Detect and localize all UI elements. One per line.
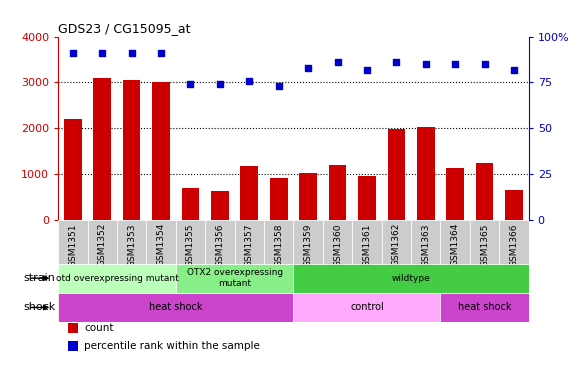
Bar — [446, 168, 464, 220]
Bar — [417, 127, 435, 220]
Text: GSM1364: GSM1364 — [451, 223, 460, 266]
Point — [274, 83, 284, 89]
Point — [156, 50, 166, 56]
Point — [421, 61, 431, 67]
Text: GSM1353: GSM1353 — [127, 223, 136, 266]
Text: GSM1359: GSM1359 — [304, 223, 313, 266]
Bar — [146, 220, 176, 264]
Bar — [152, 82, 170, 220]
Point — [450, 61, 460, 67]
Text: wildtype: wildtype — [392, 274, 431, 283]
Bar — [235, 220, 264, 264]
Point — [480, 61, 489, 67]
Bar — [175, 220, 205, 264]
Text: GSM1352: GSM1352 — [98, 223, 107, 266]
Text: GSM1360: GSM1360 — [333, 223, 342, 266]
Bar — [358, 176, 376, 220]
Bar — [352, 220, 382, 264]
Point — [510, 67, 519, 72]
Text: GSM1356: GSM1356 — [216, 223, 224, 266]
Bar — [58, 264, 175, 293]
Bar — [94, 78, 111, 220]
Text: GSM1361: GSM1361 — [363, 223, 371, 266]
Bar — [476, 163, 493, 220]
Text: heat shock: heat shock — [458, 302, 511, 313]
Point — [186, 81, 195, 87]
Point — [303, 65, 313, 71]
Bar — [499, 220, 529, 264]
Bar — [67, 323, 78, 333]
Bar — [67, 341, 78, 351]
Text: GDS23 / CG15095_at: GDS23 / CG15095_at — [58, 22, 191, 36]
Text: percentile rank within the sample: percentile rank within the sample — [84, 341, 260, 351]
Text: GSM1354: GSM1354 — [156, 223, 166, 266]
Bar — [175, 264, 293, 293]
Text: GSM1366: GSM1366 — [510, 223, 518, 266]
Bar — [293, 293, 440, 322]
Point — [215, 81, 224, 87]
Bar — [182, 187, 199, 220]
Bar — [264, 220, 293, 264]
Bar — [123, 80, 141, 220]
Bar — [388, 129, 405, 220]
Text: GSM1351: GSM1351 — [69, 223, 77, 266]
Text: strain: strain — [23, 273, 55, 283]
Bar — [64, 119, 81, 220]
Bar — [470, 220, 499, 264]
Bar — [211, 191, 229, 220]
Bar — [382, 220, 411, 264]
Point — [127, 50, 137, 56]
Bar — [270, 178, 288, 220]
Bar — [440, 293, 529, 322]
Text: OTX2 overexpressing
mutant: OTX2 overexpressing mutant — [187, 268, 282, 288]
Bar — [293, 220, 323, 264]
Point — [245, 78, 254, 83]
Text: heat shock: heat shock — [149, 302, 203, 313]
Text: otd overexpressing mutant: otd overexpressing mutant — [56, 274, 178, 283]
Bar — [505, 190, 523, 220]
Bar — [323, 220, 352, 264]
Text: GSM1362: GSM1362 — [392, 223, 401, 266]
Text: GSM1365: GSM1365 — [480, 223, 489, 266]
Text: GSM1357: GSM1357 — [245, 223, 254, 266]
Text: shock: shock — [23, 302, 55, 313]
Text: control: control — [350, 302, 384, 313]
Text: GSM1355: GSM1355 — [186, 223, 195, 266]
Text: GSM1358: GSM1358 — [274, 223, 283, 266]
Point — [333, 59, 342, 65]
Bar — [329, 165, 346, 220]
Bar — [58, 293, 293, 322]
Point — [68, 50, 77, 56]
Bar — [241, 165, 258, 220]
Point — [363, 67, 372, 72]
Bar — [58, 220, 88, 264]
Bar — [205, 220, 235, 264]
Bar — [299, 173, 317, 220]
Point — [392, 59, 401, 65]
Text: count: count — [84, 323, 113, 333]
Text: GSM1363: GSM1363 — [421, 223, 431, 266]
Bar — [88, 220, 117, 264]
Bar — [293, 264, 529, 293]
Bar — [117, 220, 146, 264]
Bar — [411, 220, 440, 264]
Point — [98, 50, 107, 56]
Bar — [440, 220, 470, 264]
